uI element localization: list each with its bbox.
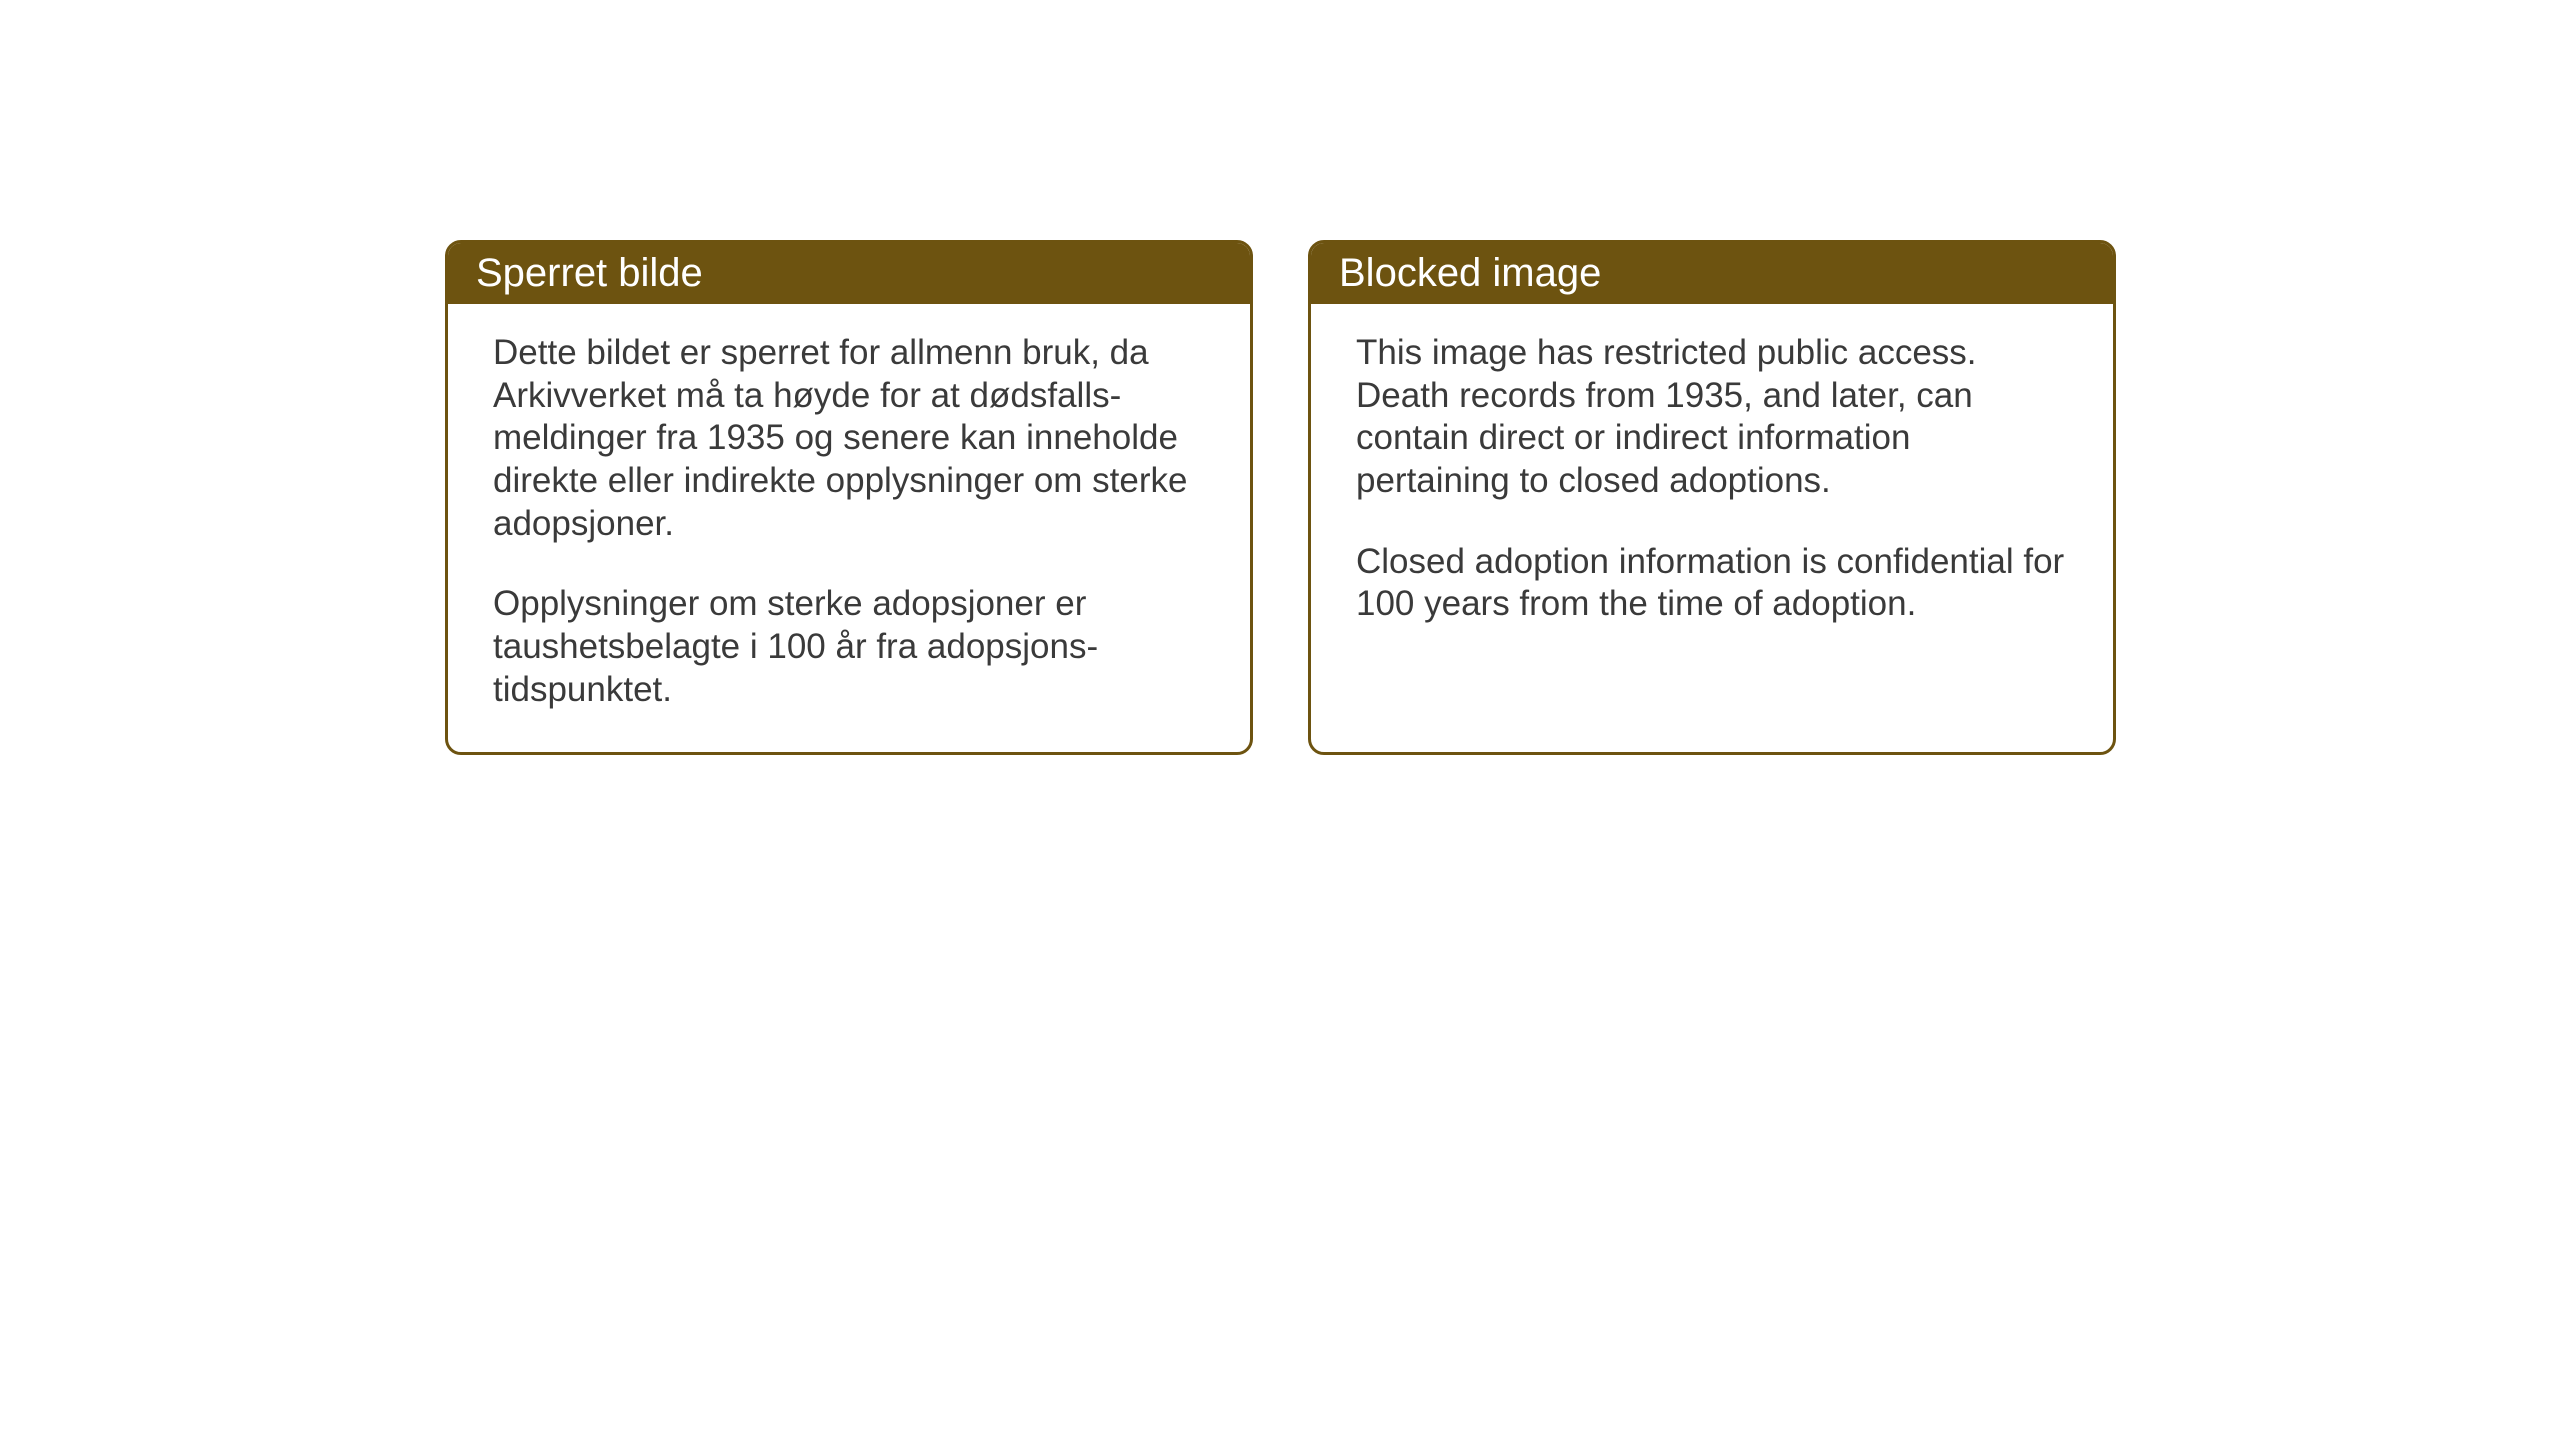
card-norwegian: Sperret bilde Dette bildet er sperret fo… xyxy=(445,240,1253,755)
card-header-norwegian: Sperret bilde xyxy=(448,243,1250,304)
card-title-norwegian: Sperret bilde xyxy=(476,251,703,295)
card-paragraph-1-english: This image has restricted public access.… xyxy=(1356,332,2068,503)
card-body-english: This image has restricted public access.… xyxy=(1311,304,2113,666)
card-header-english: Blocked image xyxy=(1311,243,2113,304)
card-title-english: Blocked image xyxy=(1339,251,1601,295)
card-paragraph-2-english: Closed adoption information is confident… xyxy=(1356,541,2068,626)
card-paragraph-1-norwegian: Dette bildet er sperret for allmenn bruk… xyxy=(493,332,1205,545)
card-paragraph-2-norwegian: Opplysninger om sterke adopsjoner er tau… xyxy=(493,583,1205,711)
cards-container: Sperret bilde Dette bildet er sperret fo… xyxy=(445,240,2116,755)
card-body-norwegian: Dette bildet er sperret for allmenn bruk… xyxy=(448,304,1250,752)
card-english: Blocked image This image has restricted … xyxy=(1308,240,2116,755)
